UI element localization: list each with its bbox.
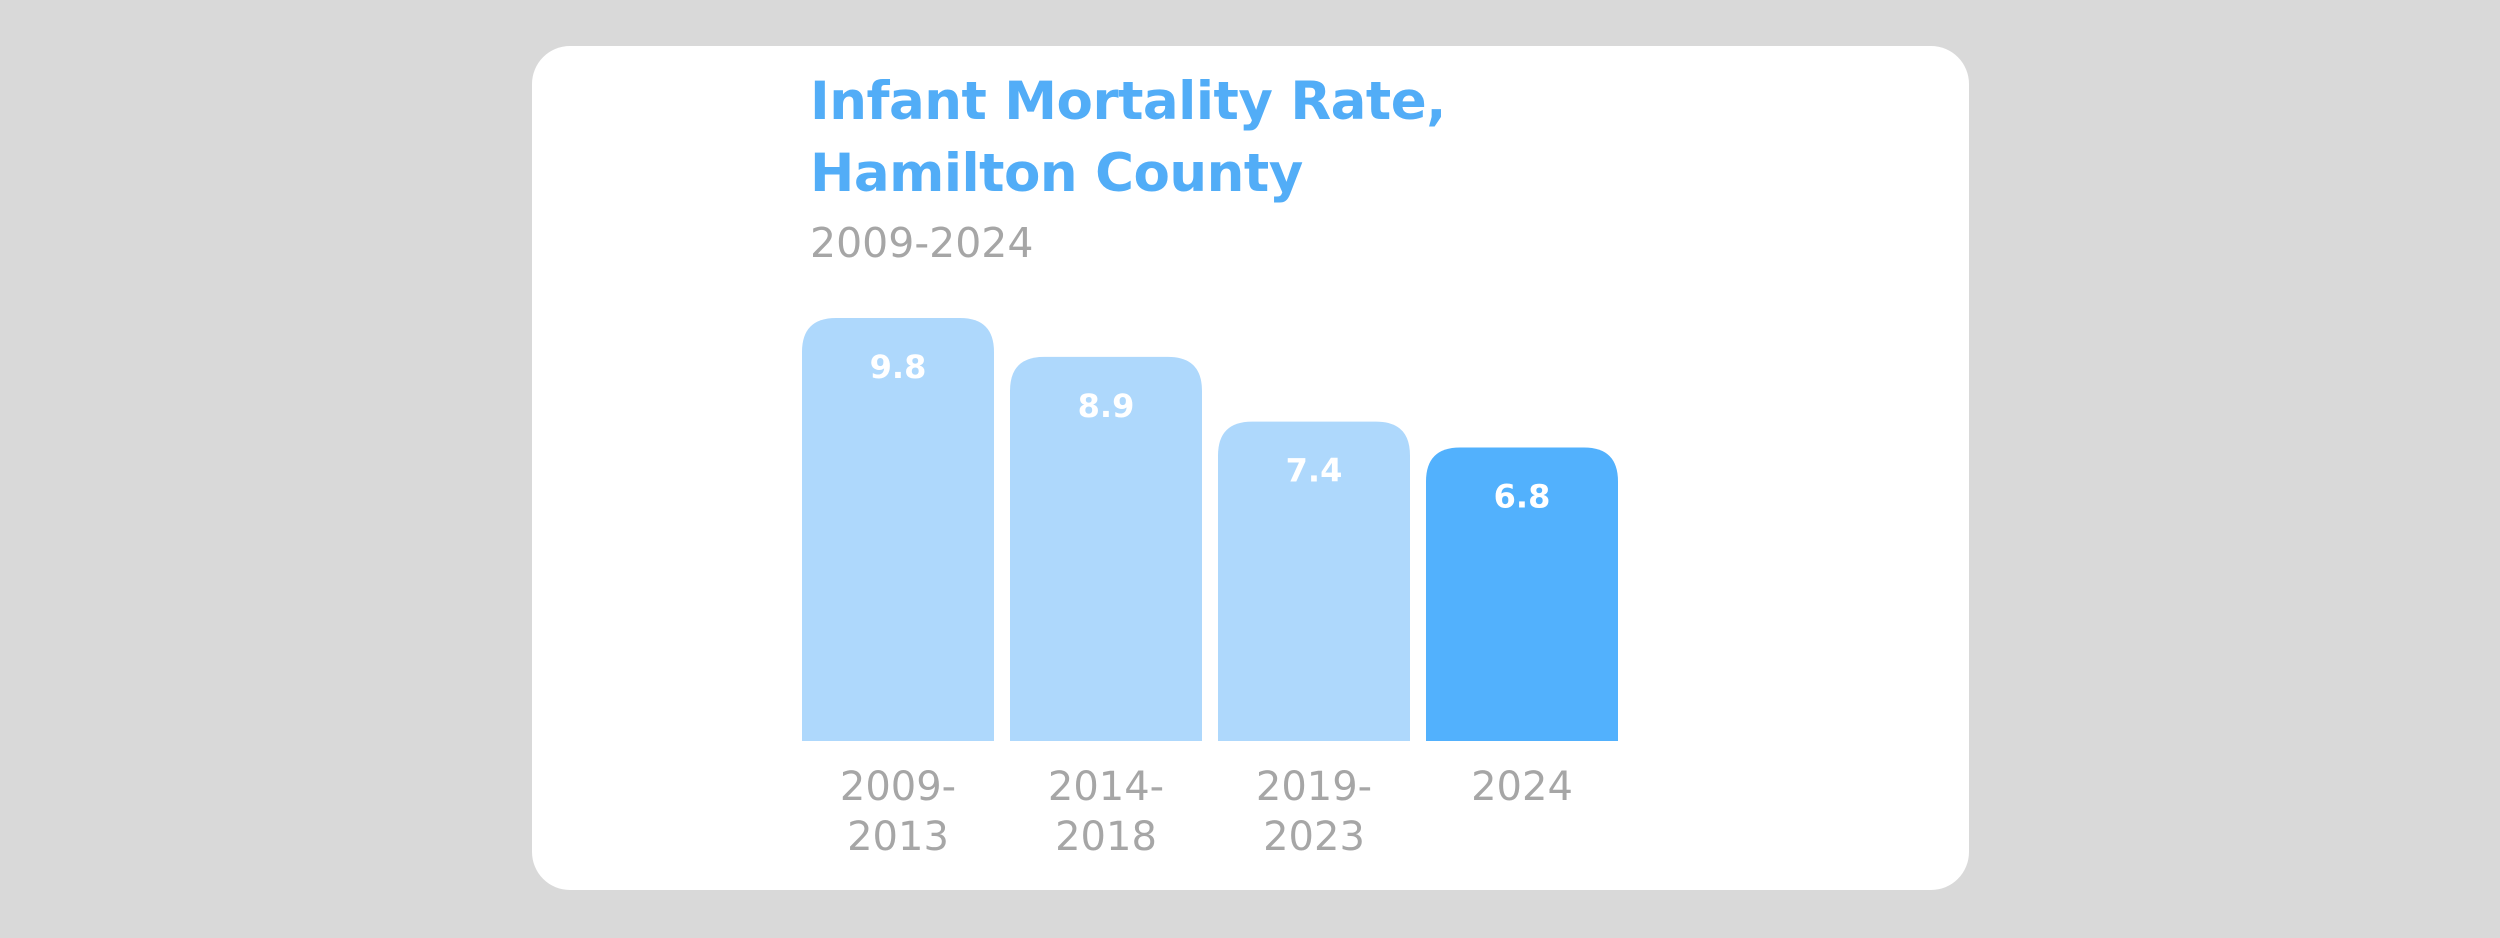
chart-subtitle: 2009-2024 <box>810 219 1034 267</box>
chart-title: Infant Mortality Rate, Hamilton County <box>810 71 1446 204</box>
bar-2024 <box>1426 447 1618 741</box>
x-tick-label: 2024 <box>1471 764 1573 810</box>
bar-value-label: 6.8 <box>1494 477 1551 515</box>
x-tick-label-line: 2018 <box>1055 814 1157 860</box>
bars-layer: 9.8 2009-2013 8.9 2014-2018 7.4 2019-2023 6.8 2… <box>802 318 1618 860</box>
bar-2014-2018 <box>1010 356 1202 741</box>
x-tick-label-line: 2013 <box>847 814 949 860</box>
x-tick-label-line: 2024 <box>1471 764 1573 810</box>
x-tick-label-line: 2019- <box>1256 764 1372 810</box>
x-tick-label: 2009-2013 <box>840 764 956 860</box>
bar-value-label: 7.4 <box>1286 452 1343 490</box>
bar-value-label: 8.9 <box>1078 387 1135 425</box>
bar-2009-2013 <box>802 318 994 741</box>
bar-value-label: 9.8 <box>870 348 927 386</box>
bar-2019-2023 <box>1218 421 1410 741</box>
x-tick-label-line: 2009- <box>840 764 956 810</box>
x-tick-label: 2014-2018 <box>1048 764 1164 860</box>
x-tick-label-line: 2014- <box>1048 764 1164 810</box>
x-tick-label-line: 2023 <box>1263 814 1365 860</box>
x-tick-label: 2019-2023 <box>1256 764 1372 860</box>
